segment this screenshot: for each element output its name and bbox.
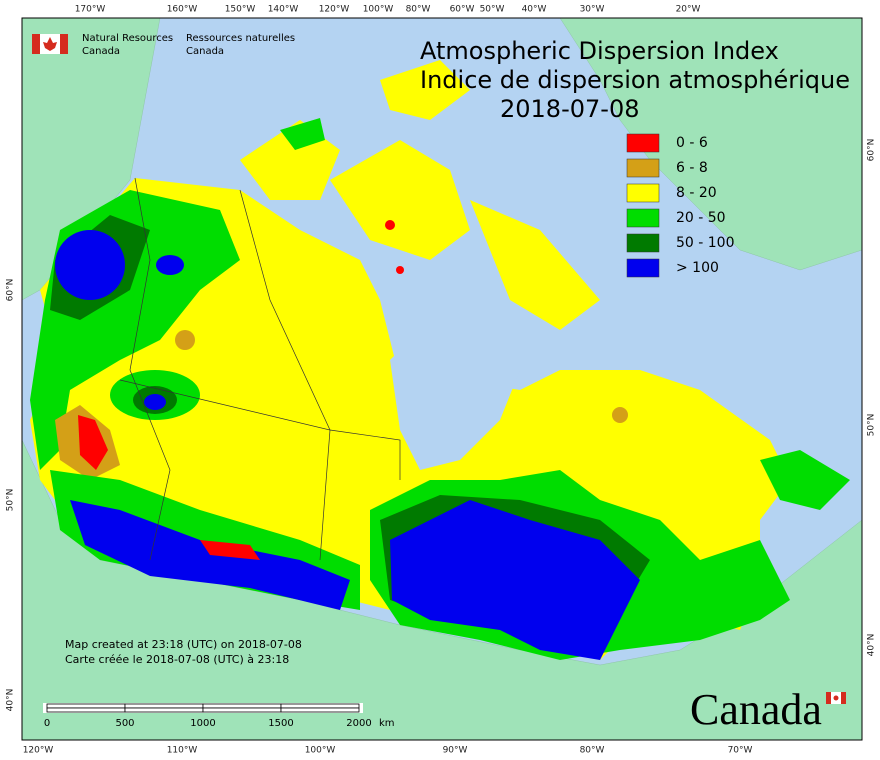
island (280, 118, 325, 150)
wordmark: Canada (690, 685, 846, 734)
longitude-label: 120°W (23, 746, 54, 756)
flag-bar (32, 34, 40, 54)
maple-leaf (43, 37, 57, 51)
scale-unit: km (379, 718, 395, 729)
orange-spot (175, 330, 195, 350)
legend-swatch (626, 208, 660, 228)
longitude-label: 100°W (305, 746, 336, 756)
foreign-land (21, 17, 863, 741)
west-blue (55, 230, 125, 300)
longitude-label: 90°W (443, 746, 468, 756)
legend-label: > 100 (676, 260, 719, 276)
boundaries (119, 177, 401, 561)
blue-spot (156, 255, 184, 275)
longitude-label: 160°W (167, 5, 198, 15)
legend: 0 - 6 6 - 8 8 - 20 20 - 50 50 - 100 > 100 (626, 133, 735, 278)
island (470, 200, 600, 330)
island (380, 60, 470, 120)
flag-bar (826, 692, 831, 704)
boundary (239, 189, 331, 431)
latitude-label: 50°N (867, 414, 877, 437)
scale-segment (46, 707, 126, 713)
red-spot (385, 220, 395, 230)
legend-label: 50 - 100 (676, 235, 735, 251)
agency-en: Natural Resources (82, 33, 173, 44)
agency-signature: Natural Resources Canada Ressources natu… (32, 33, 295, 57)
scale-label: 1000 (190, 718, 215, 729)
longitude-label: 140°W (268, 5, 299, 15)
latitude-label: 60°N (867, 139, 877, 162)
boundary (129, 177, 171, 561)
legend-swatch (626, 233, 660, 253)
title-fr: Indice de dispersion atmosphérique (420, 66, 850, 94)
longitude-label: 70°W (728, 746, 753, 756)
longitude-label: 170°W (75, 5, 106, 15)
scale-label: 0 (44, 718, 50, 729)
longitude-label: 110°W (167, 746, 198, 756)
island (330, 140, 470, 260)
scale-label: 1500 (268, 718, 293, 729)
agency-en: Canada (82, 46, 120, 57)
longitude-label: 120°W (319, 5, 350, 15)
latitude-label: 50°N (6, 489, 16, 512)
scale-segment (280, 703, 360, 709)
east-blue (390, 500, 640, 660)
longitude-label: 40°W (522, 5, 547, 15)
legend-label: 0 - 6 (676, 135, 708, 151)
orange-spot (612, 407, 628, 423)
map-frame (21, 17, 863, 741)
maple-leaf (833, 695, 839, 701)
scale-segment (202, 707, 282, 713)
blue-spot (144, 394, 166, 410)
longitude-label: 100°W (363, 5, 394, 15)
longitude-label: 30°W (580, 5, 605, 15)
scale-segment (202, 703, 282, 709)
note: Map created at 23:18 (UTC) on 2018-07-08 (65, 638, 302, 651)
scale-label: 2000 (346, 718, 371, 729)
agency-fr: Ressources naturelles (186, 33, 295, 44)
note: Carte créée le 2018-07-08 (UTC) à 23:18 (65, 653, 289, 666)
graticule-labels: 170°W 160°W 150°W 140°W 120°W 100°W 80°W 60°W 50… (6, 5, 877, 756)
latitude-label: 60°N (6, 279, 16, 302)
legend-swatch (626, 158, 660, 178)
scale-segment (124, 703, 204, 709)
legend-swatch (626, 183, 660, 203)
agency-fr: Canada (186, 46, 224, 57)
flag-bar (841, 692, 846, 704)
scale-segment (280, 707, 360, 713)
legend-label: 6 - 8 (676, 160, 708, 176)
scale-segment (46, 703, 126, 709)
hudson-bay (390, 320, 520, 470)
flag-bar (60, 34, 68, 54)
maritime-green (760, 450, 850, 510)
latitude-label: 40°N (867, 634, 877, 657)
canada-index (30, 60, 850, 660)
legend-swatch (626, 258, 660, 278)
legend-label: 8 - 20 (676, 185, 717, 201)
latitude-label: 40°N (6, 689, 16, 712)
longitude-label: 80°W (406, 5, 431, 15)
longitude-label: 60°W (450, 5, 475, 15)
wordmark-text: Canada (690, 685, 822, 734)
scale-segment (124, 707, 204, 713)
boundary (329, 429, 401, 480)
scale-label: 500 (115, 718, 134, 729)
title-en: Atmospheric Dispersion Index (420, 37, 779, 65)
scale-bar: 0 500 1000 1500 2000 km (43, 703, 395, 729)
longitude-label: 50°W (480, 5, 505, 15)
title-date: 2018-07-08 (500, 95, 639, 123)
red-patch (78, 415, 108, 470)
red-patch (200, 540, 260, 560)
legend-swatch (626, 133, 660, 153)
legend-label: 20 - 50 (676, 210, 726, 226)
longitude-label: 150°W (225, 5, 256, 15)
longitude-label: 80°W (580, 746, 605, 756)
red-spot (396, 266, 404, 274)
longitude-label: 20°W (676, 5, 701, 15)
